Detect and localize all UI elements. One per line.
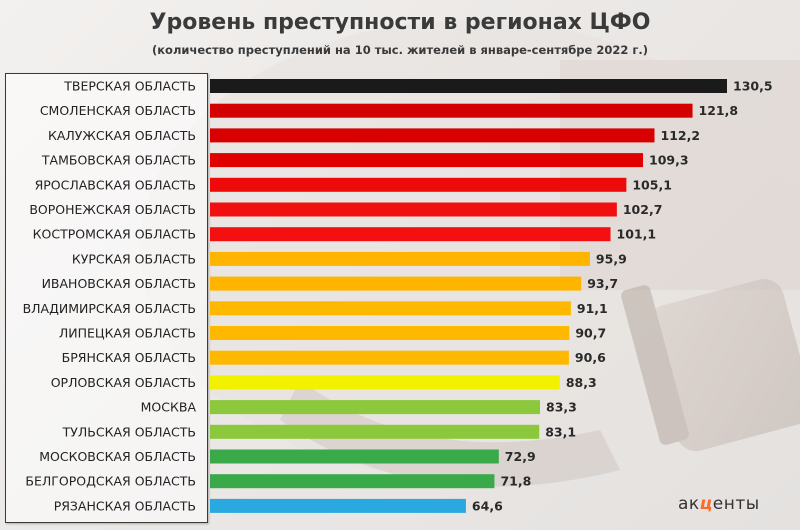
bar [210,400,541,415]
logo-text-2: ц [699,494,713,514]
logo-text-1: ак [678,494,700,514]
chart-subtitle: (количество преступлений на 10 тыс. жите… [152,43,648,57]
category-label: БРЯНСКАЯ ОБЛАСТЬ [62,350,196,365]
category-label: РЯЗАНСКАЯ ОБЛАСТЬ [54,498,196,513]
category-label: КОСТРОМСКАЯ ОБЛАСТЬ [33,227,196,242]
data-label: 64,6 [472,498,503,513]
category-label: ВОРОНЕЖСКАЯ ОБЛАСТЬ [29,202,196,217]
category-label: ОРЛОВСКАЯ ОБЛАСТЬ [51,375,196,390]
category-label: ЛИПЕЦКАЯ ОБЛАСТЬ [59,326,196,341]
category-label: БЕЛГОРОДСКАЯ ОБЛАСТЬ [25,474,196,489]
bar [210,449,499,464]
bar [210,251,590,266]
bar [210,350,569,365]
category-label: ТВЕРСКАЯ ОБЛАСТЬ [63,79,196,94]
data-label: 112,2 [661,128,701,143]
bar [210,474,495,489]
category-label: ЯРОСЛАВСКАЯ ОБЛАСТЬ [35,177,196,192]
bar [210,326,570,340]
bar [210,424,540,439]
data-label: 95,9 [596,251,627,266]
category-label: МОСКОВСКАЯ ОБЛАСТЬ [39,449,196,464]
category-label: КУРСКАЯ ОБЛАСТЬ [72,251,196,266]
bar [210,128,655,143]
bar [210,375,560,390]
category-label: ТУЛЬСКАЯ ОБЛАСТЬ [62,424,196,439]
category-label: МОСКВА [141,400,197,415]
bar [210,498,466,513]
category-label: КАЛУЖСКАЯ ОБЛАСТЬ [48,128,196,143]
category-label: СМОЛЕНСКАЯ ОБЛАСТЬ [40,103,196,118]
data-label: 71,8 [500,474,531,489]
data-label: 93,7 [587,276,618,291]
data-label: 90,7 [575,326,606,341]
category-label: ТАМБОВСКАЯ ОБЛАСТЬ [41,153,196,168]
data-label: 83,1 [545,424,576,439]
category-label-panel [5,73,208,523]
bar [210,301,571,316]
brand-logo: акценты [678,494,760,514]
data-label: 105,1 [632,177,672,192]
data-label: 90,6 [575,350,606,365]
data-label: 91,1 [577,301,608,316]
data-label: 109,3 [649,153,689,168]
data-label: 121,8 [699,103,739,118]
data-label: 101,1 [617,227,657,242]
bar [210,276,582,291]
category-label: ИВАНОВСКАЯ ОБЛАСТЬ [42,276,196,291]
data-label: 130,5 [733,79,773,94]
data-label: 88,3 [566,375,597,390]
bar [210,153,644,168]
bar [210,227,611,242]
bar [210,177,627,192]
category-label: ВЛАДИМИРСКАЯ ОБЛАСТЬ [23,301,196,316]
bar [210,79,727,93]
data-label: 83,3 [546,400,577,415]
bar [210,202,617,217]
data-label: 72,9 [505,449,536,464]
chart-title: Уровень преступности в регионах ЦФО [149,10,651,35]
bar [210,103,693,118]
logo-text-3: енты [712,494,760,514]
data-label: 102,7 [623,202,663,217]
